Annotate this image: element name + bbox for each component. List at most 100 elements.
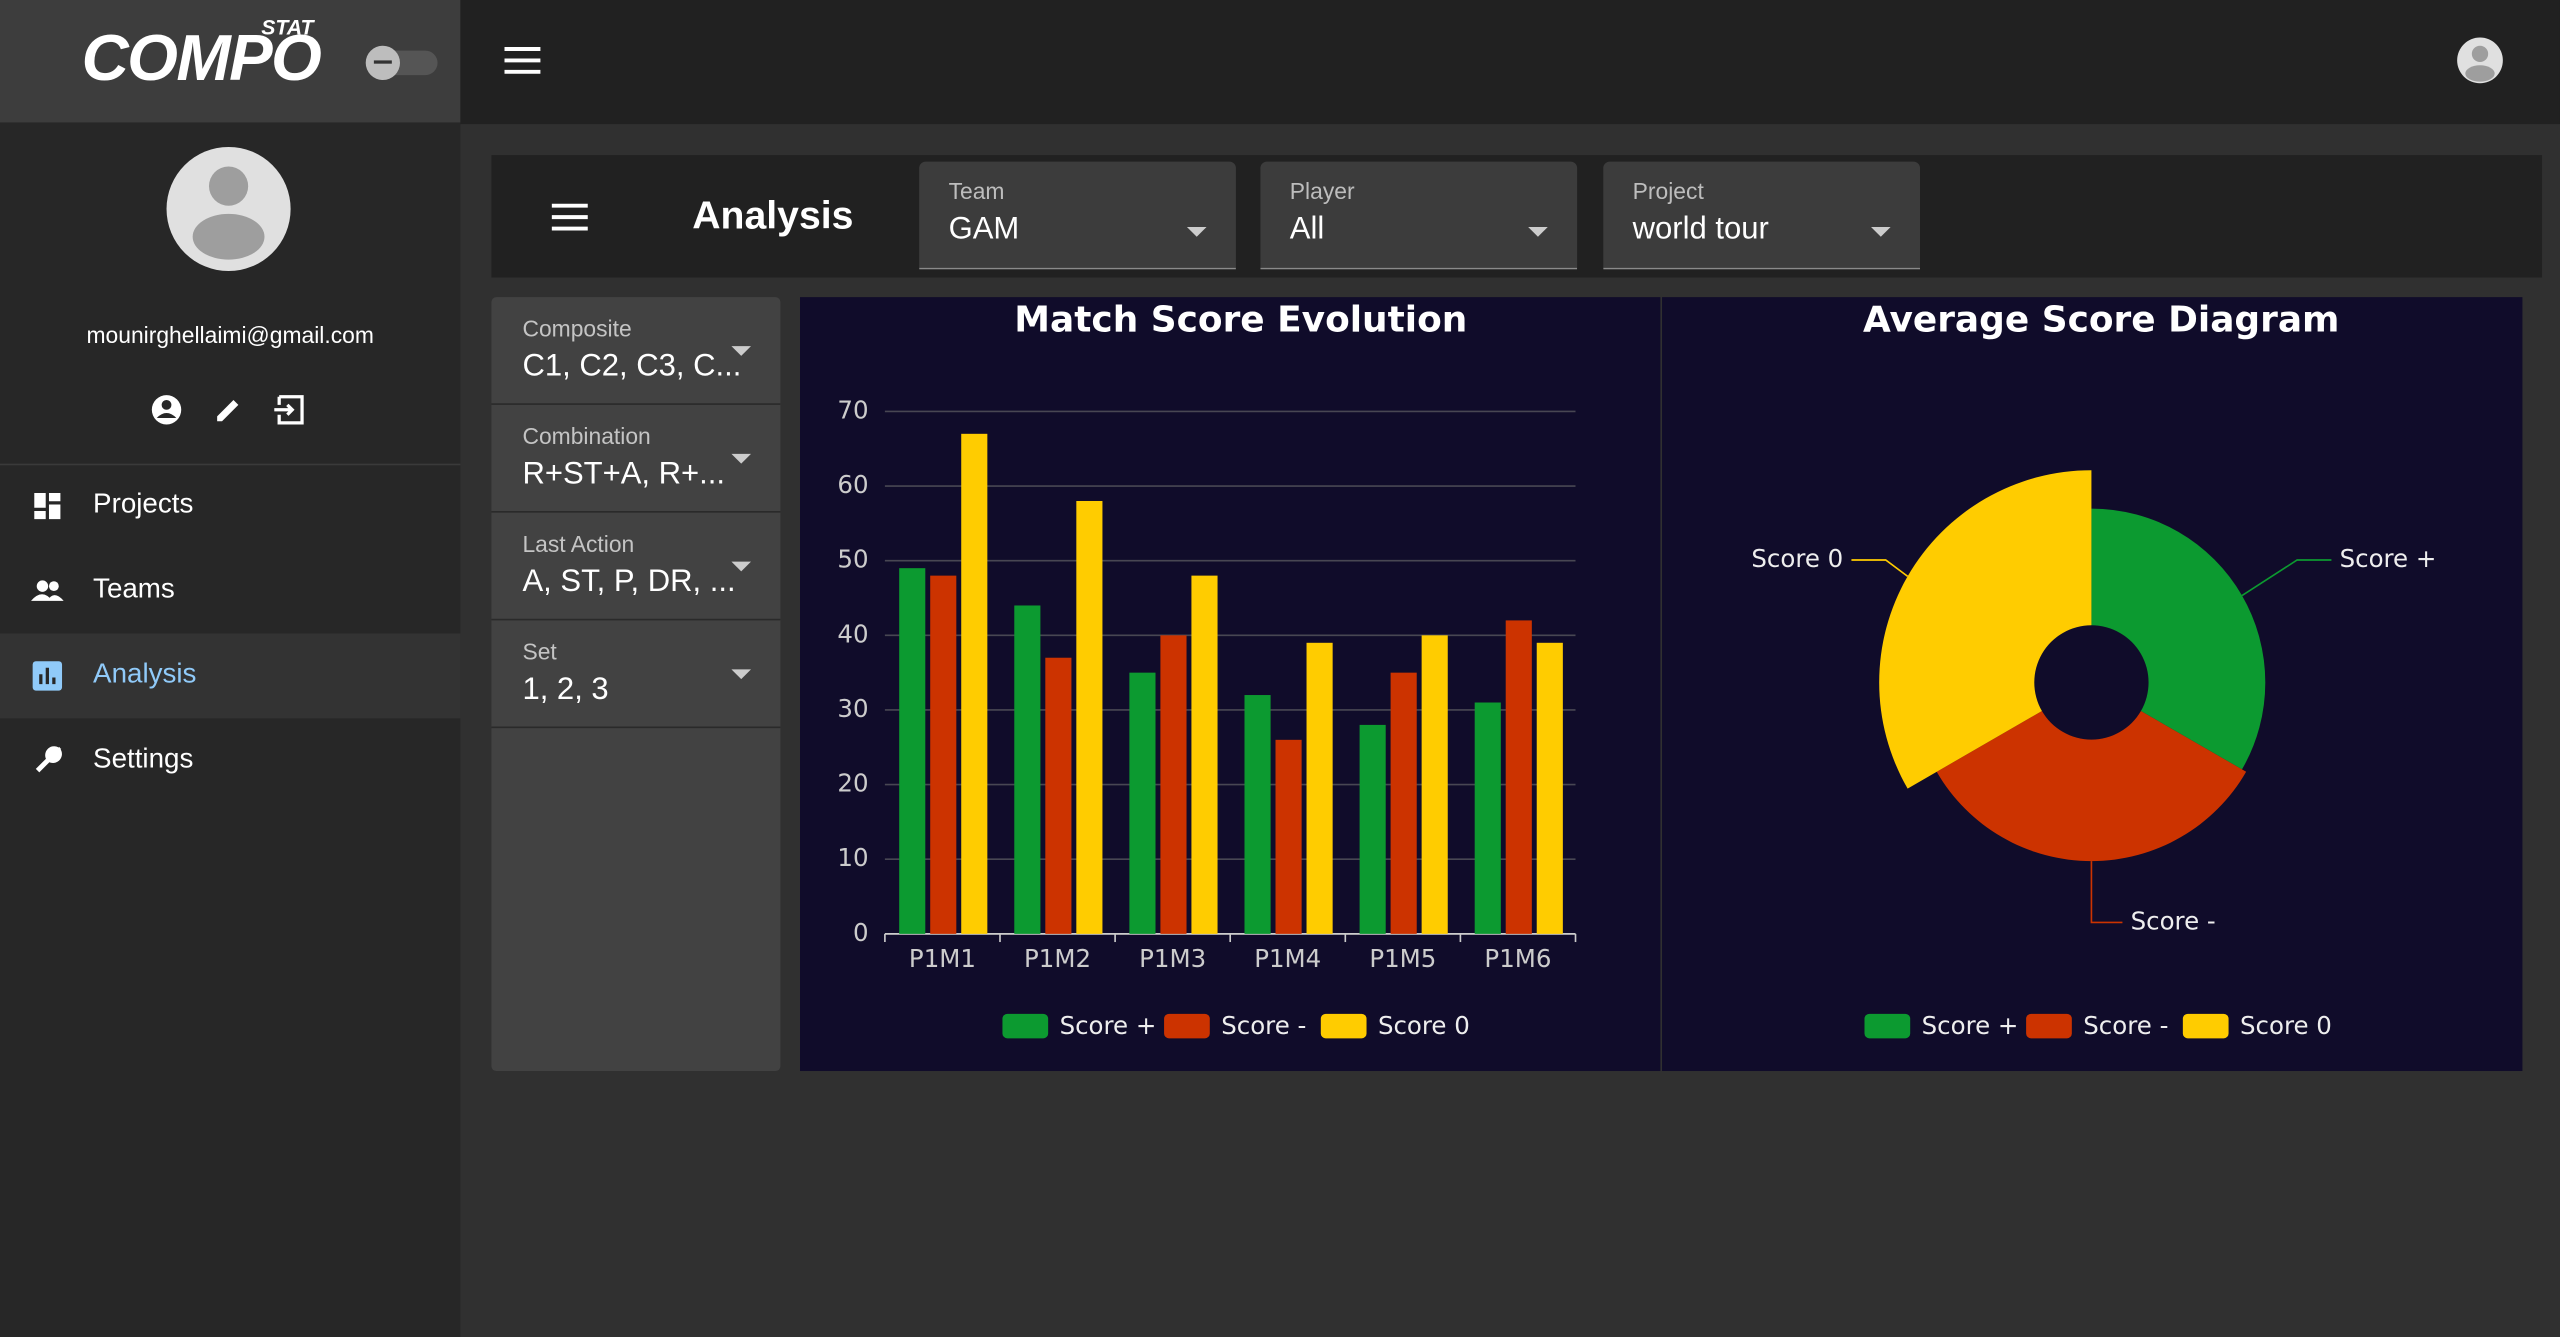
x-tick-label: P1M6: [1484, 944, 1551, 973]
pie-chart: Average Score Diagram Score + Score - Score…: [1662, 297, 2523, 1072]
y-tick-label: 10: [837, 843, 868, 872]
nav-label: Analysis: [93, 657, 197, 689]
filter-value: C1, C2, C3, C...: [522, 349, 742, 384]
nav-icon: [31, 580, 64, 601]
page-title: Analysis: [692, 194, 854, 239]
legend-swatch: [2026, 1013, 2072, 1039]
pie-slice: [2091, 508, 2266, 770]
legend-swatch: [1002, 1013, 1049, 1039]
select-label: Player: [1289, 177, 1355, 205]
slice-label: Score -: [2131, 906, 2216, 935]
x-tick-label: P1M4: [1254, 944, 1321, 973]
select[interactable]: Project world tour: [1603, 161, 1920, 270]
bar-chart: Match Score Evolution 0 10 20 30 40 50 60 70 P1M1…: [799, 297, 1661, 1072]
x-tick-label: P1M5: [1369, 944, 1436, 973]
select-value: world tour: [1632, 212, 1769, 247]
bar: [899, 568, 926, 934]
nav-item[interactable]: Analysis: [0, 633, 461, 719]
bar: [1014, 605, 1041, 934]
legend-swatch: [1164, 1013, 1210, 1039]
dropdown-arrow: [731, 669, 752, 680]
filter-value: 1, 2, 3: [522, 672, 609, 707]
profile-actions: [151, 395, 304, 425]
menu-button[interactable]: [503, 44, 542, 77]
dropdown-arrow: [1186, 226, 1207, 237]
nav-label: Settings: [93, 742, 194, 774]
select[interactable]: Team GAM: [919, 161, 1236, 270]
nav-item[interactable]: Projects: [0, 464, 460, 549]
y-tick-label: 50: [837, 545, 868, 574]
nav-label: Teams: [93, 573, 175, 605]
nav-icon: [32, 661, 63, 691]
top-bar: [460, 0, 2560, 125]
legend-label: Score 0: [1378, 1011, 1470, 1040]
filter-select[interactable]: Composite C1, C2, C3, C...: [491, 297, 781, 405]
theme-toggle[interactable]: [365, 45, 438, 80]
x-tick-label: P1M3: [1139, 944, 1206, 973]
filter-value: R+ST+A, R+...: [522, 457, 726, 492]
filter-select[interactable]: Last Action A, ST, P, DR, ...: [491, 513, 781, 621]
select[interactable]: Player All: [1260, 161, 1578, 270]
bar: [1076, 500, 1103, 934]
bar: [1421, 635, 1448, 934]
bar: [961, 433, 988, 934]
slice-label: Score 0: [1751, 544, 1843, 573]
account-icon[interactable]: [151, 395, 182, 425]
filter-select[interactable]: Combination R+ST+A, R+...: [491, 405, 781, 513]
label-line: [1851, 559, 1909, 577]
bar: [1536, 642, 1563, 934]
legend-label: Score -: [1221, 1011, 1306, 1040]
edit-icon[interactable]: [217, 399, 239, 422]
pie-slice: [1936, 711, 2247, 862]
bar: [1045, 657, 1072, 934]
y-tick-label: 70: [837, 395, 868, 424]
bar: [1306, 642, 1333, 934]
y-tick-label: 0: [853, 918, 869, 947]
filter-select[interactable]: Set 1, 2, 3: [491, 620, 781, 729]
dropdown-arrow: [731, 453, 752, 464]
nav-label: Projects: [93, 488, 194, 520]
select-value: GAM: [948, 212, 1020, 247]
bar: [1275, 739, 1302, 934]
email: mounirghellaimi@gmail.com: [86, 321, 374, 348]
legend-swatch: [2182, 1013, 2229, 1039]
pie-slice: [1879, 470, 2092, 789]
nav-icon: [35, 746, 62, 773]
bar: [930, 575, 957, 934]
y-tick-label: 60: [837, 470, 868, 499]
dropdown-arrow: [731, 346, 752, 356]
bar: [1390, 672, 1417, 934]
label-line: [2090, 861, 2123, 924]
select-value: All: [1289, 212, 1325, 247]
user-avatar[interactable]: [2456, 36, 2505, 85]
filter-menu-button[interactable]: [550, 201, 589, 234]
logo-area: COMPO STAT: [0, 0, 461, 123]
bar: [1505, 620, 1532, 934]
bar: [1129, 672, 1156, 934]
bar: [1244, 695, 1271, 934]
filter-panel: Composite C1, C2, C3, C... Combination R+ST…: [491, 297, 781, 1072]
filter-label: Last Action: [522, 530, 635, 557]
y-tick-label: 20: [837, 769, 868, 798]
logo: COMPO: [81, 22, 322, 95]
sidebar: COMPO STAT mounirghellaimi@gmail.com Pro…: [0, 0, 461, 1337]
legend-swatch: [1320, 1013, 1367, 1039]
slice-label: Score +: [2340, 544, 2437, 573]
chart-title: Match Score Evolution: [1014, 300, 1467, 341]
legend-label: Score +: [1922, 1011, 2019, 1040]
divider: [0, 463, 461, 466]
logout-icon[interactable]: [274, 395, 304, 425]
filter-label: Set: [522, 638, 557, 665]
chart-title: Average Score Diagram: [1863, 300, 2340, 341]
dropdown-arrow: [1871, 226, 1891, 237]
select-label: Project: [1632, 177, 1704, 205]
nav-item[interactable]: Settings: [0, 718, 460, 803]
filter-value: A, ST, P, DR, ...: [522, 564, 736, 600]
nav-item[interactable]: Teams: [0, 549, 460, 634]
y-tick-label: 40: [837, 619, 868, 648]
dropdown-arrow: [731, 561, 752, 572]
bar: [1474, 702, 1501, 934]
x-tick-label: P1M1: [909, 944, 976, 973]
